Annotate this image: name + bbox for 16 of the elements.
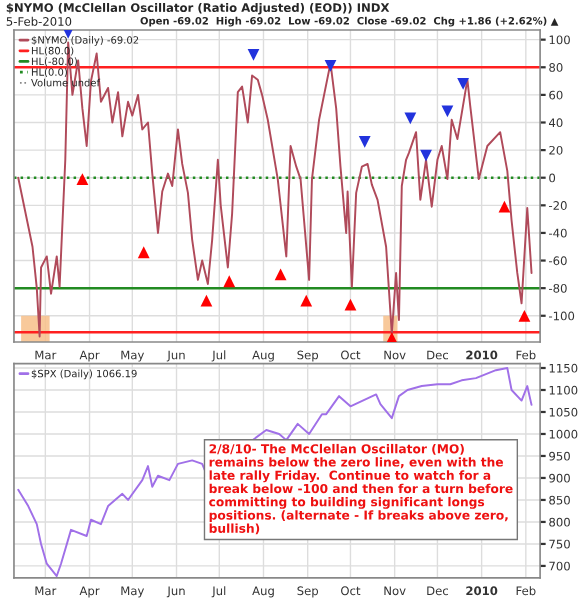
point: [324, 60, 337, 72]
point: [358, 135, 371, 148]
point: [274, 268, 287, 281]
line-series: [17, 367, 533, 578]
point: [457, 77, 469, 90]
point: [344, 298, 357, 311]
point: [137, 246, 150, 259]
point: [223, 275, 236, 288]
point: [441, 105, 454, 118]
point: [76, 173, 89, 185]
point: [518, 309, 531, 322]
point: [300, 294, 313, 307]
point: [247, 48, 260, 61]
point: [498, 200, 511, 213]
point: [420, 149, 432, 162]
point: [404, 112, 417, 125]
